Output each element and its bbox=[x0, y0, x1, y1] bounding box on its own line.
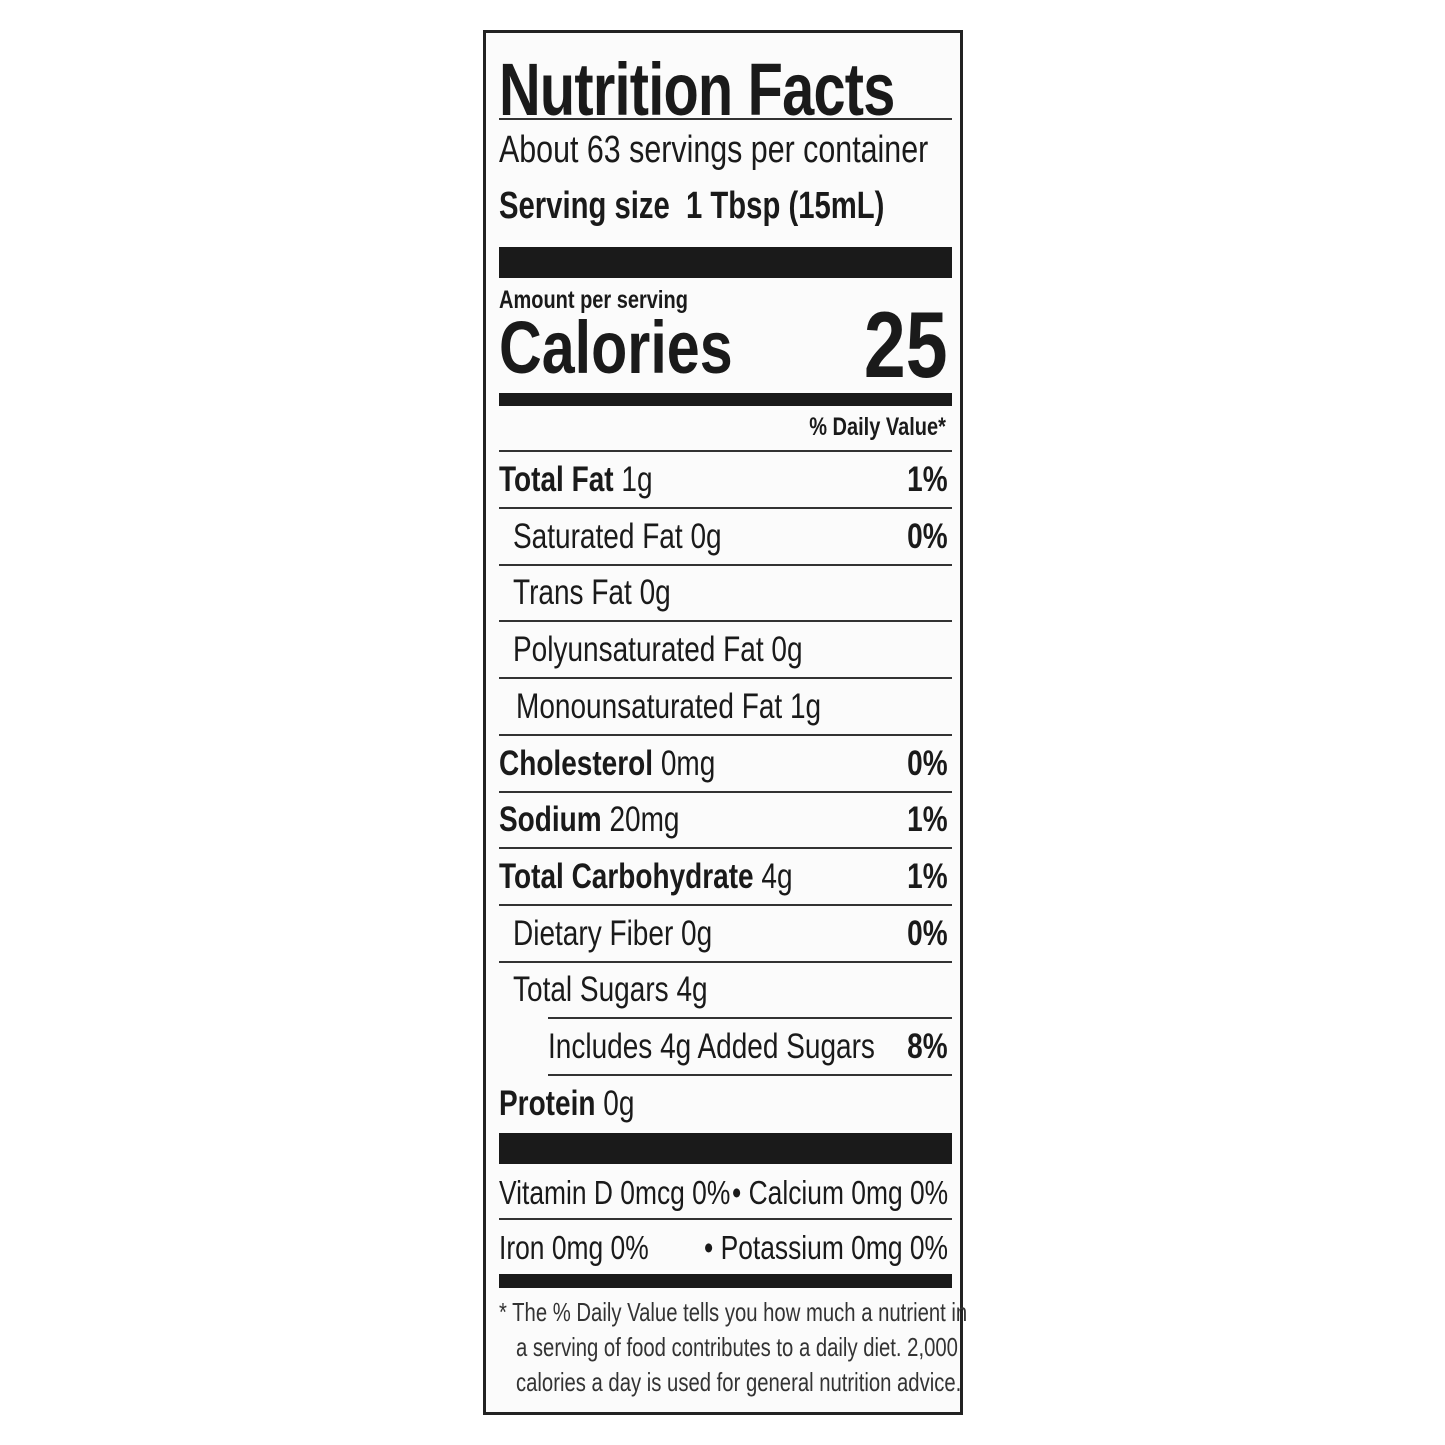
nutrient-label: Total Carbohydrate 4g bbox=[499, 857, 793, 897]
nutrient-label: Monounsaturated Fat 1g bbox=[516, 687, 821, 727]
nutrient-row: Dietary Fiber 0g 0% bbox=[499, 906, 952, 963]
nutrient-label: Dietary Fiber 0g bbox=[513, 914, 712, 954]
nutrient-label: Polyunsaturated Fat 0g bbox=[513, 630, 803, 670]
nutrient-daily-value: 1% bbox=[907, 460, 948, 499]
nutrient-label: Sodium 20mg bbox=[499, 800, 680, 840]
nutrient-label: Saturated Fat 0g bbox=[513, 517, 722, 557]
nutrient-row: Trans Fat 0g bbox=[499, 565, 952, 623]
nutrient-row: Cholesterol 0mg 0% bbox=[499, 736, 952, 793]
nutrient-name: Total Carbohydrate bbox=[499, 856, 754, 896]
nutrient-label: Protein 0g bbox=[499, 1084, 634, 1124]
vitamin-d: Vitamin D 0mcg 0% bbox=[499, 1174, 731, 1211]
serving-size-label: Serving size bbox=[499, 185, 670, 227]
footnote-line: * The % Daily Value tells you how much a… bbox=[499, 1297, 968, 1327]
vitamin-row: Vitamin D 0mcg 0% • Calcium 0mg 0% bbox=[499, 1164, 952, 1220]
nutrient-amount: 0g bbox=[771, 630, 803, 670]
calories-value: 25 bbox=[864, 292, 948, 397]
nutrient-name: Cholesterol bbox=[499, 743, 654, 783]
nutrient-name: Total Sugars bbox=[513, 970, 669, 1010]
nutrient-amount: 0g bbox=[681, 913, 713, 953]
calories-label: Calories bbox=[499, 306, 733, 389]
nutrient-row: Monounsaturated Fat 1g bbox=[499, 679, 952, 736]
nutrient-daily-value: 0% bbox=[907, 743, 948, 783]
nutrient-name: Trans Fat bbox=[513, 573, 632, 613]
nutrient-name: Polyunsaturated Fat bbox=[513, 630, 764, 670]
nutrient-label: Total Fat 1g bbox=[499, 460, 653, 500]
serving-size: Serving size 1 Tbsp (15mL) bbox=[499, 185, 884, 228]
title: Nutrition Facts bbox=[499, 48, 895, 131]
nutrient-label: Includes 4g Added Sugars bbox=[548, 1027, 875, 1067]
nutrient-name: Saturated Fat bbox=[513, 516, 683, 556]
divider bbox=[499, 450, 952, 452]
nutrient-name: Total Fat bbox=[499, 460, 614, 499]
nutrient-daily-value: 0% bbox=[907, 516, 948, 556]
nutrient-name: Includes 4g Added Sugars bbox=[548, 1027, 875, 1066]
nutrient-amount: 1g bbox=[789, 686, 822, 726]
nutrient-name: Monounsaturated Fat bbox=[516, 686, 783, 726]
servings-per-container: About 63 servings per container bbox=[499, 129, 929, 171]
serving-size-value: 1 Tbsp (15mL) bbox=[686, 185, 885, 227]
nutrient-name: Protein bbox=[499, 1083, 596, 1123]
medium-divider bbox=[499, 393, 952, 406]
daily-value-header: % Daily Value* bbox=[809, 413, 946, 441]
nutrient-daily-value: 0% bbox=[907, 913, 948, 953]
potassium: • Potassium 0mg 0% bbox=[703, 1229, 948, 1266]
thick-divider bbox=[499, 247, 952, 278]
nutrient-row: Total Sugars 4g bbox=[499, 962, 952, 1020]
nutrient-row: Total Fat 1g 1% bbox=[499, 452, 952, 509]
thick-divider bbox=[499, 1133, 952, 1164]
nutrient-row: Includes 4g Added Sugars 8% bbox=[548, 1019, 952, 1076]
divider bbox=[548, 1017, 952, 1020]
nutrient-name: Sodium bbox=[499, 800, 602, 840]
medium-divider bbox=[499, 1274, 952, 1288]
nutrient-label: Cholesterol 0mg bbox=[499, 744, 715, 784]
nutrient-daily-value: 1% bbox=[907, 856, 948, 896]
nutrient-amount: 0mg bbox=[660, 743, 716, 783]
iron: Iron 0mg 0% bbox=[499, 1229, 649, 1266]
nutrient-label: Trans Fat 0g bbox=[513, 573, 671, 613]
nutrient-row: Protein 0g bbox=[499, 1076, 952, 1131]
nutrient-amount: 20mg bbox=[609, 800, 680, 840]
nutrient-amount: 0g bbox=[690, 516, 722, 556]
nutrition-facts-label: Nutrition Facts About 63 servings per co… bbox=[483, 30, 967, 1415]
nutrient-row: Total Carbohydrate 4g 1% bbox=[499, 849, 952, 906]
nutrient-row: Polyunsaturated Fat 0g bbox=[499, 622, 952, 680]
nutrient-amount: 4g bbox=[676, 970, 708, 1010]
nutrient-amount: 0g bbox=[639, 573, 671, 613]
calcium: • Calcium 0mg 0% bbox=[731, 1174, 948, 1211]
amount-per-serving: Amount per serving bbox=[499, 286, 688, 314]
nutrient-row: Sodium 20mg 1% bbox=[499, 792, 952, 850]
nutrient-amount: 0g bbox=[603, 1083, 635, 1123]
nutrient-daily-value: 8% bbox=[907, 1027, 948, 1066]
nutrient-name: Dietary Fiber bbox=[513, 913, 674, 953]
footnote-line: a serving of food contributes to a daily… bbox=[516, 1332, 958, 1362]
footnote-line: calories a day is used for general nutri… bbox=[516, 1367, 962, 1397]
nutrient-amount: 4g bbox=[761, 856, 793, 896]
nutrient-daily-value: 1% bbox=[907, 800, 948, 840]
nutrient-row: Saturated Fat 0g 0% bbox=[499, 509, 952, 566]
nutrient-amount: 1g bbox=[621, 460, 653, 499]
divider bbox=[499, 118, 952, 120]
nutrient-label: Total Sugars 4g bbox=[513, 970, 708, 1010]
